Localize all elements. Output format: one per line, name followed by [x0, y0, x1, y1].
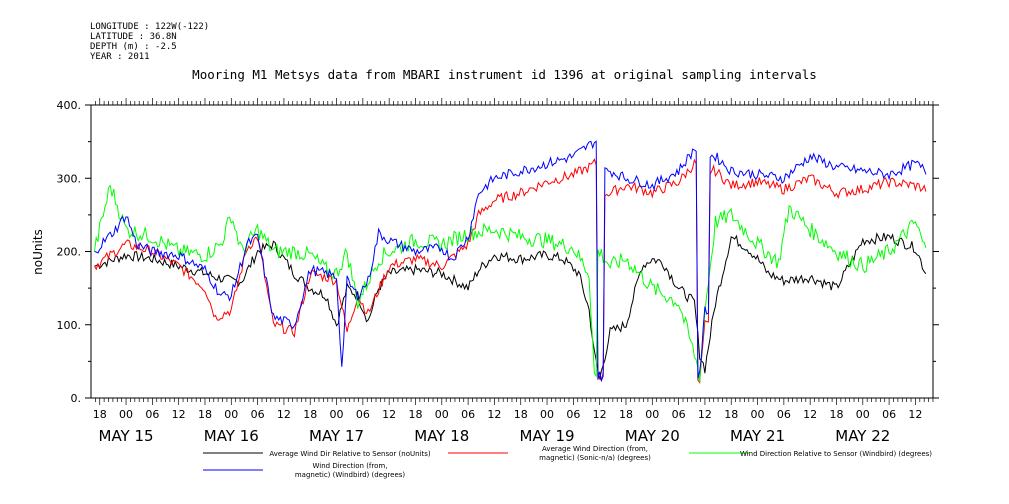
xtick-label: 12 — [593, 408, 607, 421]
legend-label-0: Average Wind Dir Relative to Sensor (noU… — [269, 450, 430, 458]
xtick-label: 00 — [119, 408, 133, 421]
day-label: MAY 22 — [835, 427, 890, 445]
day-label: MAY 17 — [309, 427, 364, 445]
xtick-label: 12 — [172, 408, 186, 421]
xtick-label: 06 — [882, 408, 896, 421]
xtick-label: 06 — [777, 408, 791, 421]
xtick-label: 12 — [803, 408, 817, 421]
xtick-label: 18 — [514, 408, 528, 421]
latitude-label: LATITUDE : 36.8N — [90, 32, 177, 42]
year-label: YEAR : 2011 — [90, 52, 150, 62]
chart-title: Mooring M1 Metsys data from MBARI instru… — [192, 67, 817, 82]
depth-label: DEPTH (m) : -2.5 — [90, 42, 177, 52]
xtick-label: 12 — [487, 408, 501, 421]
series-line-1 — [94, 158, 927, 385]
xtick-label: 12 — [277, 408, 291, 421]
xtick-label: 06 — [461, 408, 475, 421]
xtick-label: 06 — [251, 408, 265, 421]
xtick-label: 06 — [672, 408, 686, 421]
legend-label-1: Average Wind Direction (from, — [542, 445, 648, 453]
ytick-label: 200. — [57, 246, 82, 259]
xtick-label: 18 — [303, 408, 317, 421]
day-label: MAY 18 — [414, 427, 469, 445]
xtick-label: 12 — [382, 408, 396, 421]
plot-frame — [90, 104, 934, 399]
metadata-block: LONGITUDE : 122W(-122) LATITUDE : 36.8N … — [90, 22, 209, 62]
ytick-label: 100. — [57, 319, 82, 332]
ytick-label: 300. — [57, 172, 82, 185]
xtick-label: 00 — [224, 408, 238, 421]
legend-label-2: Wind Direction Relative to Sensor (Windb… — [740, 450, 932, 458]
day-label: MAY 20 — [625, 427, 680, 445]
xtick-label: 18 — [198, 408, 212, 421]
xtick-label: 00 — [751, 408, 765, 421]
xtick-label: 00 — [435, 408, 449, 421]
legend-label-3-line2: magnetic) (Windbird) (degrees) — [295, 471, 406, 479]
xtick-label: 00 — [330, 408, 344, 421]
legend-label-3: Wind Direction (from, — [313, 462, 388, 470]
day-label: MAY 21 — [730, 427, 785, 445]
series-line-0 — [94, 232, 927, 380]
day-label: MAY 19 — [520, 427, 575, 445]
xtick-label: 06 — [356, 408, 370, 421]
series-line-2 — [94, 184, 927, 383]
ytick-label: 400. — [57, 99, 82, 112]
longitude-label: LONGITUDE : 122W(-122) — [90, 22, 210, 32]
day-label: MAY 16 — [204, 427, 259, 445]
series-line-3 — [94, 140, 927, 383]
day-label: MAY 15 — [99, 427, 154, 445]
xtick-label: 18 — [829, 408, 843, 421]
xtick-label: 06 — [145, 408, 159, 421]
xtick-label: 12 — [908, 408, 922, 421]
xtick-label: 18 — [93, 408, 107, 421]
legend-label-1-line2: magnetic) (Sonic-n/a) (degrees) — [539, 454, 651, 462]
xtick-label: 12 — [698, 408, 712, 421]
xtick-label: 00 — [540, 408, 554, 421]
xtick-label: 18 — [408, 408, 422, 421]
ytick-label: 0. — [71, 392, 82, 405]
xtick-label: 00 — [645, 408, 659, 421]
xtick-label: 06 — [566, 408, 580, 421]
y-axis-label: noUnits — [31, 229, 45, 275]
xtick-label: 18 — [619, 408, 633, 421]
xtick-label: 00 — [856, 408, 870, 421]
xtick-label: 18 — [724, 408, 738, 421]
